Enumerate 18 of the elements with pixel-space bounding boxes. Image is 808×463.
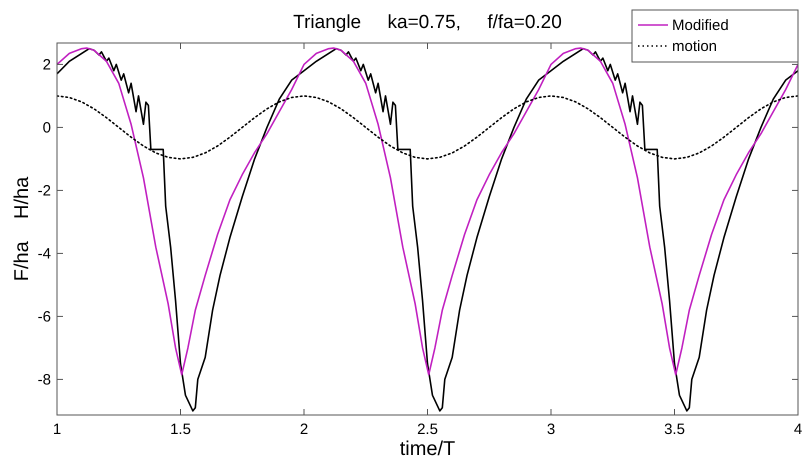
y-tick-label: -8 <box>38 371 51 388</box>
y-axis-title: F/ha H/ha <box>11 176 33 282</box>
x-tick-label: 1.5 <box>170 421 191 438</box>
legend-label: motion <box>672 38 718 55</box>
legend-label: Modified <box>672 17 729 34</box>
y-tick-label: -6 <box>38 308 51 326</box>
x-tick-label: 4 <box>794 421 802 438</box>
y-tick-label: 0 <box>42 119 51 136</box>
y-tick-label: 2 <box>42 56 51 74</box>
x-tick-label: 2.5 <box>417 421 438 438</box>
y-tick-label: -2 <box>38 182 51 200</box>
chart-title: Triangle ka=0.75, f/fa=0.20 <box>293 12 562 33</box>
x-tick-label: 2 <box>300 421 308 438</box>
x-tick-label: 3.5 <box>664 421 685 438</box>
x-tick-label: 1 <box>52 421 62 438</box>
x-axis-title: time/T <box>400 438 456 460</box>
y-tick-label: -4 <box>38 245 51 262</box>
x-tick-label: 3 <box>546 421 556 438</box>
